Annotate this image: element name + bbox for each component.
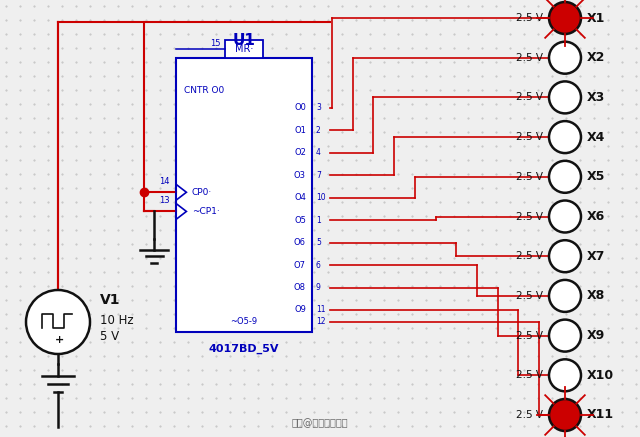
Circle shape (549, 2, 581, 34)
Text: 2.5 V: 2.5 V (516, 92, 543, 102)
Circle shape (549, 42, 581, 74)
Text: 6: 6 (316, 260, 321, 270)
Text: 2.5 V: 2.5 V (516, 172, 543, 182)
Text: 头条@电子教育中心: 头条@电子教育中心 (292, 418, 348, 428)
Text: 15: 15 (211, 39, 221, 49)
Text: X6: X6 (587, 210, 605, 223)
Text: 7: 7 (316, 171, 321, 180)
Circle shape (549, 201, 581, 232)
Circle shape (549, 359, 581, 391)
Text: 10: 10 (316, 193, 326, 202)
Text: O4: O4 (294, 193, 306, 202)
Text: X10: X10 (587, 369, 614, 382)
Circle shape (549, 319, 581, 352)
Text: O7: O7 (294, 260, 306, 270)
Text: X8: X8 (587, 289, 605, 302)
Text: X2: X2 (587, 51, 605, 64)
Text: 4: 4 (316, 149, 321, 157)
Circle shape (549, 161, 581, 193)
Text: 2.5 V: 2.5 V (516, 331, 543, 340)
Text: O8: O8 (294, 283, 306, 292)
Text: O1: O1 (294, 126, 306, 135)
Text: 13: 13 (159, 197, 170, 205)
Text: O5: O5 (294, 216, 306, 225)
Text: 4017BD_5V: 4017BD_5V (209, 344, 279, 354)
Text: 5: 5 (316, 238, 321, 247)
Text: 1: 1 (316, 216, 321, 225)
Text: X4: X4 (587, 131, 605, 144)
Text: 2.5 V: 2.5 V (516, 251, 543, 261)
Text: ~O5-9: ~O5-9 (230, 318, 257, 326)
Text: X11: X11 (587, 409, 614, 422)
Text: O0: O0 (294, 104, 306, 112)
Text: 2.5 V: 2.5 V (516, 410, 543, 420)
Text: X3: X3 (587, 91, 605, 104)
Circle shape (549, 240, 581, 272)
Text: 9: 9 (316, 283, 321, 292)
Text: O2: O2 (294, 149, 306, 157)
Text: U1: U1 (232, 33, 255, 48)
Text: 11: 11 (316, 305, 326, 315)
Text: 3: 3 (316, 104, 321, 112)
Text: ~CP1·: ~CP1· (192, 207, 220, 216)
Text: 14: 14 (159, 177, 170, 186)
Text: 2.5 V: 2.5 V (516, 13, 543, 23)
Bar (225, 40, 263, 58)
Text: V1: V1 (100, 293, 120, 307)
Text: 2.5 V: 2.5 V (516, 212, 543, 222)
Text: O3: O3 (294, 171, 306, 180)
Text: 5 V: 5 V (100, 329, 119, 343)
Text: 2.5 V: 2.5 V (516, 291, 543, 301)
Circle shape (26, 290, 90, 354)
Text: 2: 2 (316, 126, 321, 135)
Text: 12: 12 (316, 318, 326, 326)
Bar (176, 58, 312, 332)
Circle shape (549, 121, 581, 153)
Text: O9: O9 (294, 305, 306, 315)
Circle shape (549, 280, 581, 312)
Text: X1: X1 (587, 11, 605, 24)
Text: CNTR O0: CNTR O0 (184, 86, 224, 95)
Circle shape (549, 81, 581, 113)
Circle shape (549, 399, 581, 431)
Text: CP0·: CP0· (192, 188, 212, 197)
Text: +: + (56, 335, 65, 345)
Text: X9: X9 (587, 329, 605, 342)
Text: X7: X7 (587, 250, 605, 263)
Text: O6: O6 (294, 238, 306, 247)
Text: X5: X5 (587, 170, 605, 183)
Text: MR·: MR· (235, 44, 253, 54)
Text: 2.5 V: 2.5 V (516, 53, 543, 62)
Text: 2.5 V: 2.5 V (516, 132, 543, 142)
Text: 2.5 V: 2.5 V (516, 370, 543, 380)
Text: 10 Hz: 10 Hz (100, 313, 134, 326)
